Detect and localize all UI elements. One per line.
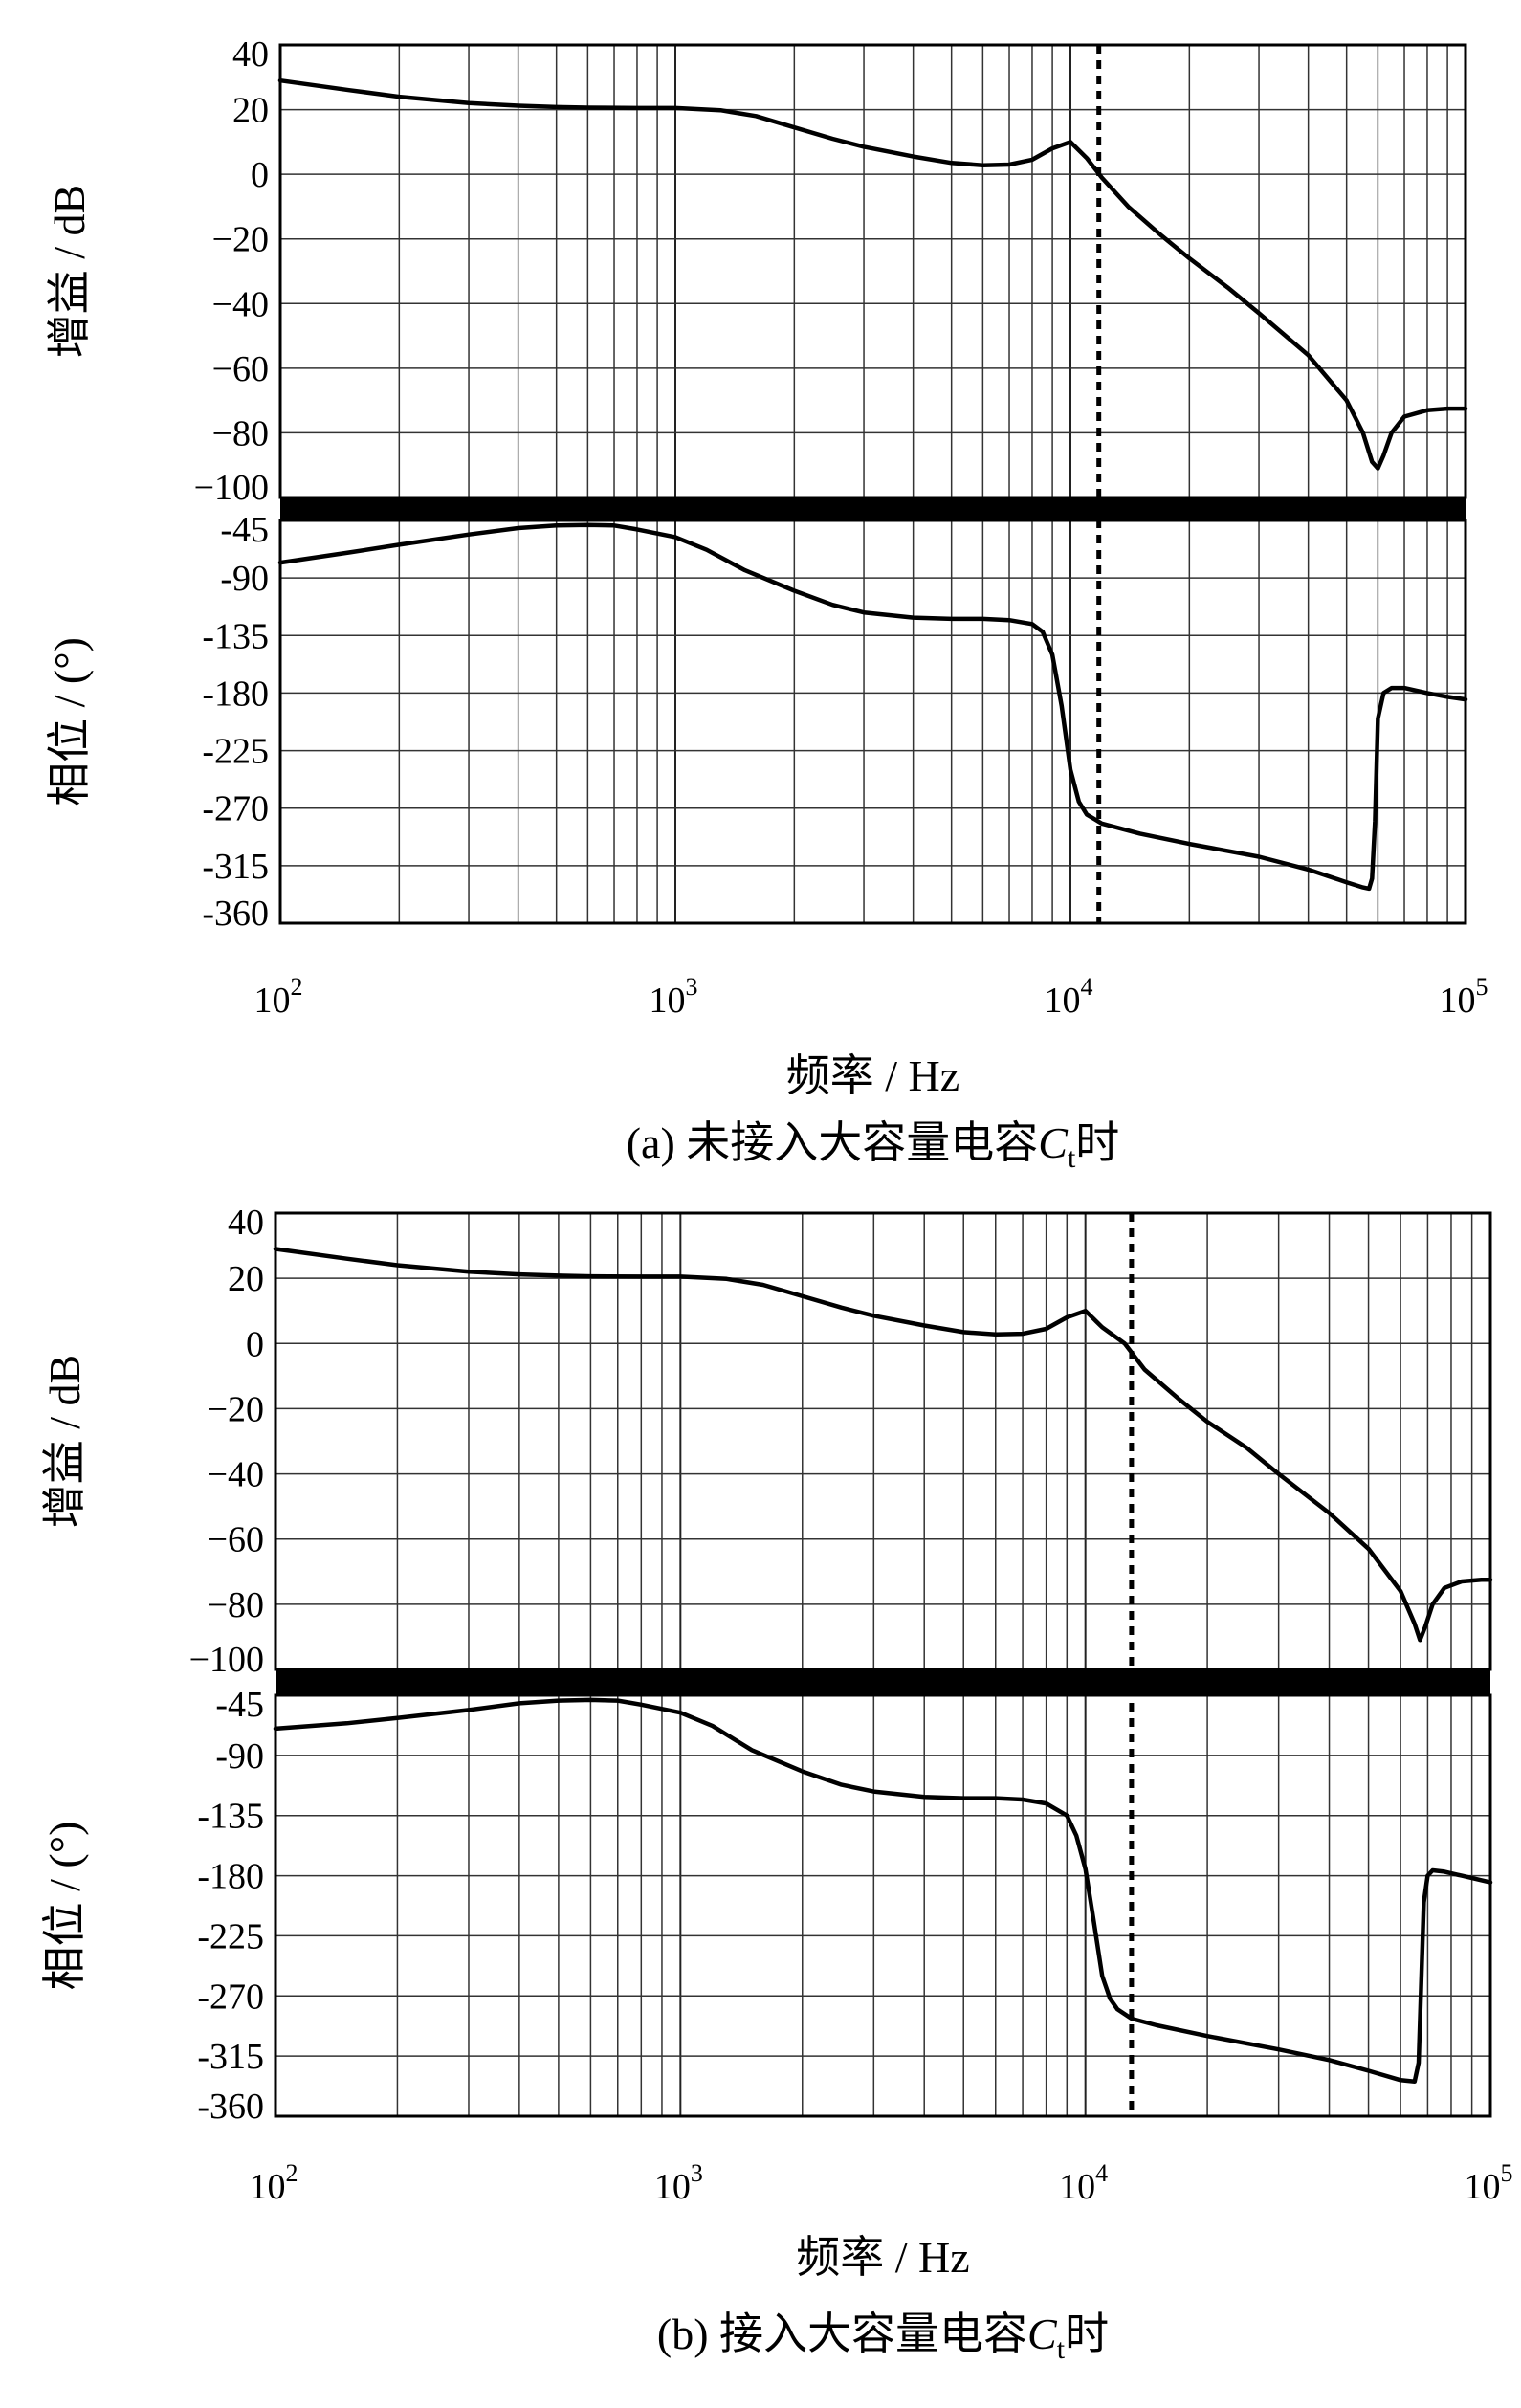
phase-ytick-label: -45 xyxy=(220,510,269,550)
phase-ytick-label: -180 xyxy=(202,674,269,714)
gain-ytick-label: −20 xyxy=(208,1389,264,1429)
x-tick-base: 10 xyxy=(1440,981,1476,1021)
figure-caption: (b) 接入大容量电容Ct时 xyxy=(657,2309,1109,2365)
plot-separator-band xyxy=(280,497,1466,520)
gain-plot: 40 20 0 −20 −40 −60 −80 −100 增益 / dB xyxy=(45,34,1468,508)
gain-ytick-label: −60 xyxy=(208,1520,264,1560)
phase-plot-frame xyxy=(274,1693,1492,2118)
x-tick-exponent: 2 xyxy=(291,973,303,1001)
x-axis-title: 频率 / Hz xyxy=(786,1051,959,1100)
gain-ytick-label: −40 xyxy=(212,284,269,324)
x-tick-label: 104 xyxy=(1059,2159,1108,2207)
x-tick-label: 103 xyxy=(650,973,698,1021)
phase-ytick-label: -360 xyxy=(202,894,269,934)
x-tick-label: 105 xyxy=(1465,2159,1513,2207)
phase-plot: -45 -90 -135 -180 -225 -270 -315 -360 相位 / (°) xyxy=(45,510,1468,934)
gain-plot: 40 20 0 −20 −40 −60 −80 −100 增益 / dB xyxy=(40,1203,1493,1680)
phase-ytick-label: -135 xyxy=(197,1797,264,1837)
gain-ytick-label: −100 xyxy=(189,1640,264,1680)
x-tick-label: 104 xyxy=(1045,973,1093,1021)
gain-ytick-label: −80 xyxy=(212,413,269,453)
x-tick-exponent: 5 xyxy=(1501,2159,1513,2187)
caption-subscript: t xyxy=(1068,1142,1076,1174)
caption-subscript: t xyxy=(1057,2333,1066,2365)
phase-axis-title: 相位 / (°) xyxy=(45,637,94,806)
x-tick-base: 10 xyxy=(250,2167,286,2207)
x-tick-exponent: 3 xyxy=(691,2159,703,2187)
gain-axis-title: 增益 / dB xyxy=(40,1355,89,1528)
gain-ytick-label: −100 xyxy=(194,468,269,508)
x-tick-exponent: 4 xyxy=(1095,2159,1108,2187)
caption-symbol: C xyxy=(1038,1118,1069,1167)
phase-ytick-label: -90 xyxy=(220,559,269,599)
phase-ytick-label: -360 xyxy=(197,2087,264,2127)
x-tick-base: 10 xyxy=(650,981,686,1021)
figure-caption: (a) 未接入大容量电容Ct时 xyxy=(627,1118,1120,1174)
phase-ytick-label: -135 xyxy=(202,616,269,656)
x-tick-label: 102 xyxy=(250,2159,298,2207)
gain-curve xyxy=(273,1247,1493,1643)
phase-curve xyxy=(273,1697,1493,2084)
x-tick-exponent: 3 xyxy=(686,973,698,1001)
phase-ytick-label: -270 xyxy=(202,789,269,829)
gain-plot-frame xyxy=(278,43,1467,499)
phase-ytick-label: -225 xyxy=(202,732,269,772)
x-tick-label: 103 xyxy=(654,2159,703,2207)
gain-ytick-label: 40 xyxy=(232,34,269,75)
gain-curve xyxy=(277,77,1468,471)
phase-ytick-label: -270 xyxy=(197,1977,264,2017)
phase-plot: -45 -90 -135 -180 -225 -270 -315 -360 相位 / (°) xyxy=(40,1685,1493,2127)
plot-separator-band xyxy=(276,1669,1490,1695)
gain-ytick-label: 0 xyxy=(246,1324,264,1364)
x-tick-base: 10 xyxy=(254,981,291,1021)
x-tick-base: 10 xyxy=(1465,2167,1501,2207)
gain-ytick-label: 20 xyxy=(228,1259,264,1299)
phase-ytick-label: -315 xyxy=(197,2037,264,2077)
phase-ytick-label: -225 xyxy=(197,1916,264,1956)
phase-ytick-label: -45 xyxy=(215,1685,264,1725)
x-axis-title: 频率 / Hz xyxy=(796,2233,969,2282)
gain-ytick-label: −60 xyxy=(212,349,269,389)
phase-ytick-label: -315 xyxy=(202,847,269,887)
gain-axis-title: 增益 / dB xyxy=(45,185,94,358)
phase-ytick-label: -180 xyxy=(197,1857,264,1897)
caption-prefix: (a) 未接入大容量电容 xyxy=(627,1118,1039,1167)
gain-ytick-label: −20 xyxy=(212,220,269,260)
bode-panel-b: 40 20 0 −20 −40 −60 −80 −100 增益 / dB -45 -90 -135 -1… xyxy=(40,1203,1513,2365)
caption-prefix: (b) 接入大容量电容 xyxy=(657,2309,1027,2358)
caption-symbol: C xyxy=(1027,2309,1058,2358)
gain-ytick-label: 0 xyxy=(251,155,269,195)
gain-ytick-label: −80 xyxy=(208,1585,264,1625)
phase-curve xyxy=(277,522,1468,892)
x-tick-label: 102 xyxy=(254,973,303,1021)
x-tick-base: 10 xyxy=(1059,2167,1095,2207)
gain-ytick-label: 20 xyxy=(232,91,269,131)
phase-ytick-label: -90 xyxy=(215,1736,264,1777)
x-tick-exponent: 4 xyxy=(1081,973,1093,1001)
gain-ytick-label: 40 xyxy=(228,1203,264,1243)
x-tick-base: 10 xyxy=(1045,981,1081,1021)
bode-panel-a: 40 20 0 −20 −40 −60 −80 −100 增益 / dB -45 -90 -135 -1… xyxy=(45,34,1488,1174)
x-tick-label: 105 xyxy=(1440,973,1488,1021)
gain-plot-frame xyxy=(274,1211,1492,1671)
phase-axis-title: 相位 / (°) xyxy=(40,1822,89,1991)
x-tick-exponent: 5 xyxy=(1476,973,1488,1001)
gain-ytick-label: −40 xyxy=(208,1455,264,1495)
x-tick-base: 10 xyxy=(654,2167,691,2207)
caption-suffix: 时 xyxy=(1065,2309,1109,2358)
x-tick-exponent: 2 xyxy=(286,2159,298,2187)
caption-suffix: 时 xyxy=(1075,1118,1119,1167)
